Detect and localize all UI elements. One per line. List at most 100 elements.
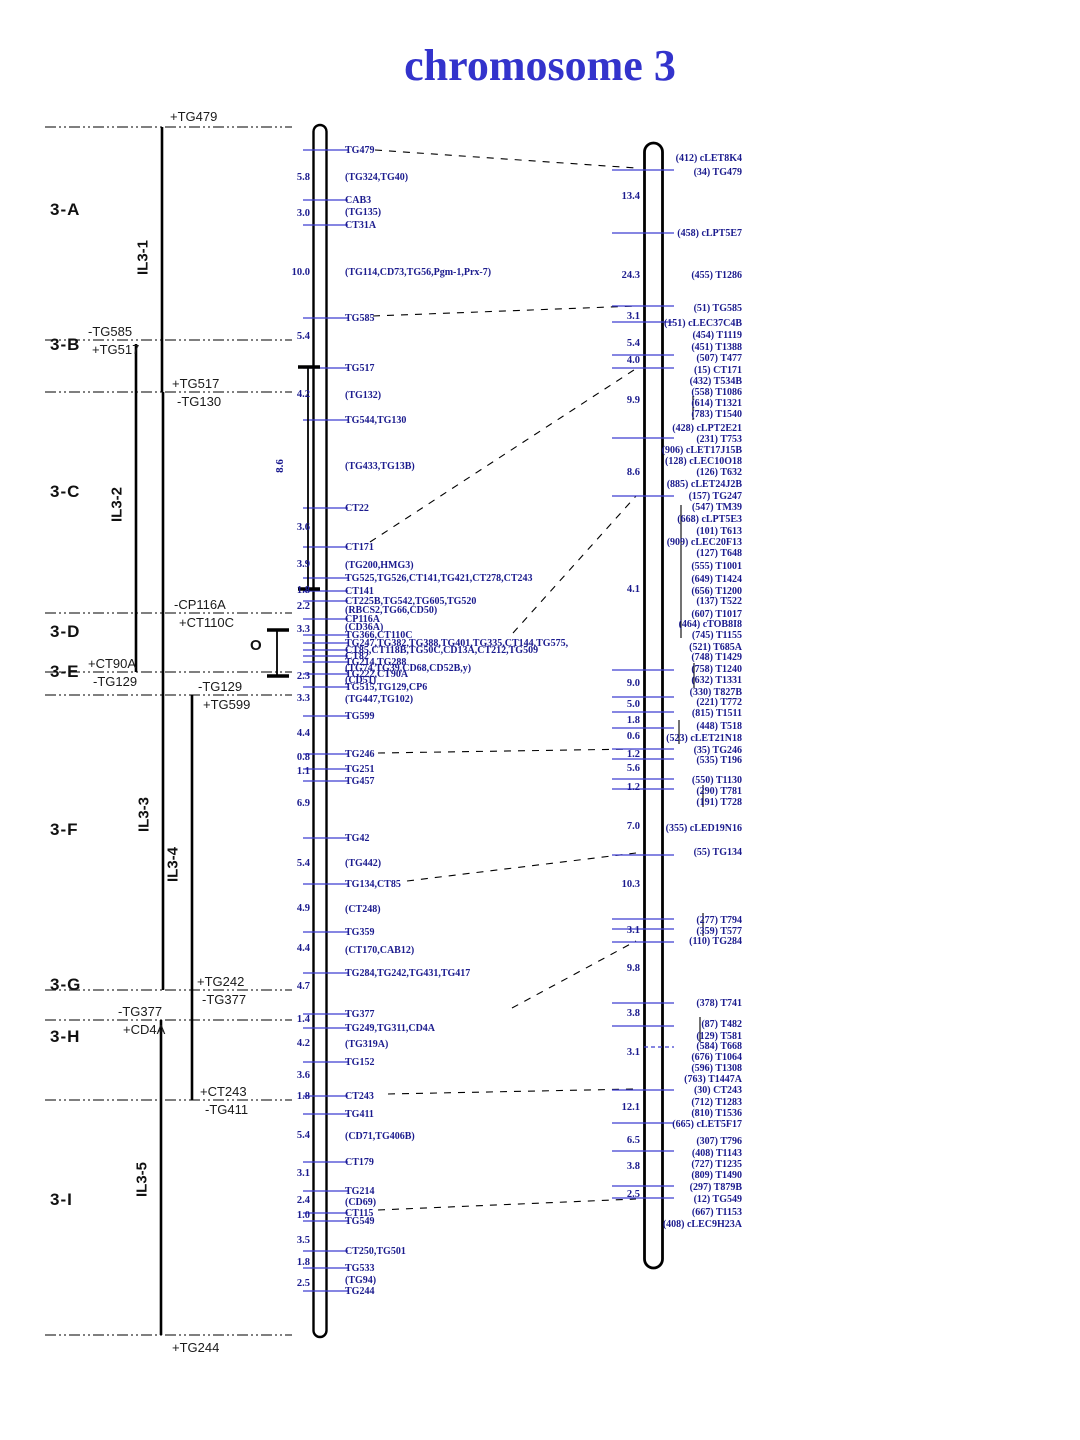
- right-marker-label: (110) TG284: [689, 936, 742, 947]
- mid-distance-value: 2.4: [296, 1195, 310, 1206]
- mid-distance-value: 3.9: [296, 559, 310, 570]
- right-marker-label: (521) T685A: [689, 642, 742, 653]
- marker-connector-line: [512, 495, 637, 634]
- right-marker-label: (290) T781: [696, 786, 742, 797]
- marker-connector-line: [511, 940, 637, 1009]
- right-distance-value: 5.6: [626, 763, 640, 774]
- mid-distance-value: 1.8: [296, 1091, 310, 1102]
- mid-marker-label: CT82: [345, 651, 369, 662]
- right-marker-label: (464) cTOB8I8: [678, 619, 742, 630]
- right-marker-label: (668) cLPT5E3: [677, 514, 742, 525]
- right-marker-label: (432) T534B: [689, 376, 742, 387]
- right-distance-value: 1.8: [626, 715, 640, 726]
- flank-marker-label: -TG377: [118, 1004, 163, 1019]
- right-marker-label: (748) T1429: [691, 652, 742, 663]
- right-marker-label: (128) cLEC10O18: [665, 456, 742, 467]
- mid-marker-label: TG134,CT85: [345, 879, 401, 890]
- flank-marker-label: +CD4A: [123, 1022, 166, 1037]
- right-marker-label: (810) T1536: [691, 1108, 742, 1119]
- right-marker-label: (35) TG246: [693, 745, 742, 756]
- mid-distance-value: 1.8: [296, 585, 310, 596]
- right-marker-label: (231) T753: [696, 434, 742, 445]
- right-marker-label: (30) CT243: [693, 1085, 742, 1096]
- mid-marker-label: TG246: [345, 749, 375, 760]
- right-marker-label: (408) cLEC9H23A: [662, 1219, 742, 1230]
- right-distance-value: 9.0: [626, 678, 640, 689]
- mid-distance-value: 3.0: [296, 208, 310, 219]
- mid-marker-label: (TG447,TG102): [345, 694, 414, 705]
- right-marker-label: (455) T1286: [691, 270, 742, 281]
- right-marker-label: (727) T1235: [691, 1159, 742, 1170]
- mid-distance-value: 5.4: [296, 858, 310, 869]
- right-marker-label: (649) T1424: [691, 574, 742, 585]
- mid-distance-value: 2.5: [296, 1278, 310, 1289]
- right-marker-label: (885) cLET24J2B: [666, 479, 742, 490]
- mid-marker-label: (CT170,CAB12): [345, 945, 415, 956]
- right-marker-label: (906) cLET17J15B: [661, 445, 742, 456]
- mid-marker-label: TG525,TG526,CT141,TG421,CT278,CT243: [345, 573, 533, 584]
- right-distance-value: 7.0: [626, 821, 640, 832]
- mid-marker-label: (TG132): [345, 390, 382, 401]
- mid-distance-value: 3.6: [296, 522, 310, 533]
- right-marker-label: (454) T1119: [692, 330, 742, 341]
- flank-marker-label: -TG585: [88, 324, 133, 339]
- right-distance-value: 10.3: [621, 879, 640, 890]
- mid-distance-value: 4.2: [296, 389, 310, 400]
- mid-distance-value: 1.4: [296, 1014, 310, 1025]
- right-marker-label: (451) T1388: [691, 342, 742, 353]
- right-marker-label: (584) T668: [696, 1041, 742, 1052]
- figure-title: chromosome 3: [404, 41, 676, 90]
- mid-marker-label: CT115: [345, 1208, 374, 1219]
- right-marker-label: (676) T1064: [691, 1052, 742, 1063]
- mid-marker-label: TG251: [345, 764, 375, 775]
- right-marker-label: (191) T728: [696, 797, 742, 808]
- flank-marker-label: +TG517: [172, 376, 220, 391]
- right-marker-label: (359) T577: [696, 926, 742, 937]
- mid-marker-label: TG152: [345, 1057, 375, 1068]
- mid-marker-label: CT243: [345, 1091, 374, 1102]
- right-distance-value: 8.6: [626, 467, 640, 478]
- right-marker-label: (87) T482: [701, 1019, 742, 1030]
- right-marker-label: (758) T1240: [691, 664, 742, 675]
- mid-distance-value: 1.0: [296, 1210, 310, 1221]
- flank-marker-label: -CP116A: [174, 597, 226, 612]
- flank-marker-label: +CT110C: [179, 615, 235, 630]
- right-distance-value: 2.5: [626, 1189, 640, 1200]
- region-label: 3-D: [50, 622, 81, 641]
- right-distance-value: 5.4: [626, 338, 640, 349]
- mid-marker-label: CT22: [345, 503, 369, 514]
- mid-marker-label: TG515,TG129,CP6: [345, 682, 428, 693]
- mid-marker-label: CAB3: [345, 195, 372, 206]
- mid-distance-value: 3.6: [296, 1070, 310, 1081]
- marker-connector-line: [374, 149, 637, 169]
- right-distance-value: 3.8: [626, 1008, 640, 1019]
- mid-marker-label: TG247,TG382,TG388,TG401,TG335,CT144,TG57…: [345, 638, 569, 649]
- mid-marker-label: CT179: [345, 1157, 374, 1168]
- mid-marker-label: (TG135): [345, 207, 382, 218]
- right-marker-label: (550) T1130: [691, 775, 742, 786]
- mid-marker-label: (TG319A): [345, 1039, 389, 1050]
- right-marker-label: (712) T1283: [691, 1097, 742, 1108]
- flank-marker-label: -TG129: [93, 674, 138, 689]
- mid-marker-label: TG599: [345, 711, 375, 722]
- mid-marker-label: (TG433,TG13B): [345, 461, 415, 472]
- mid-marker-label: (TG94): [345, 1275, 377, 1286]
- flank-marker-label: +CT243: [200, 1084, 247, 1099]
- marker-connector-line: [406, 852, 637, 882]
- flank-marker-label: +TG479: [170, 109, 218, 124]
- flank-marker-label: -TG377: [202, 992, 247, 1007]
- mid-marker-label: TG244: [345, 1286, 375, 1297]
- mid-distance-value: 3.3: [296, 693, 310, 704]
- mid-marker-label: TG533: [345, 1263, 375, 1274]
- right-marker-label: (815) T1511: [691, 708, 742, 719]
- mid-marker-label: TG214: [345, 1186, 375, 1197]
- right-marker-label: (428) cLPT2E21: [672, 423, 742, 434]
- right-marker-label: (297) T879B: [689, 1182, 742, 1193]
- mid-marker-label: TG284,TG242,TG431,TG417: [345, 968, 471, 979]
- mid-marker-label: CT171: [345, 542, 374, 553]
- mid-chromosome-outline: [312, 123, 328, 1339]
- right-distance-value: 3.1: [626, 1047, 640, 1058]
- right-distance-value: 3.1: [626, 311, 640, 322]
- region-label: 3-H: [50, 1027, 81, 1046]
